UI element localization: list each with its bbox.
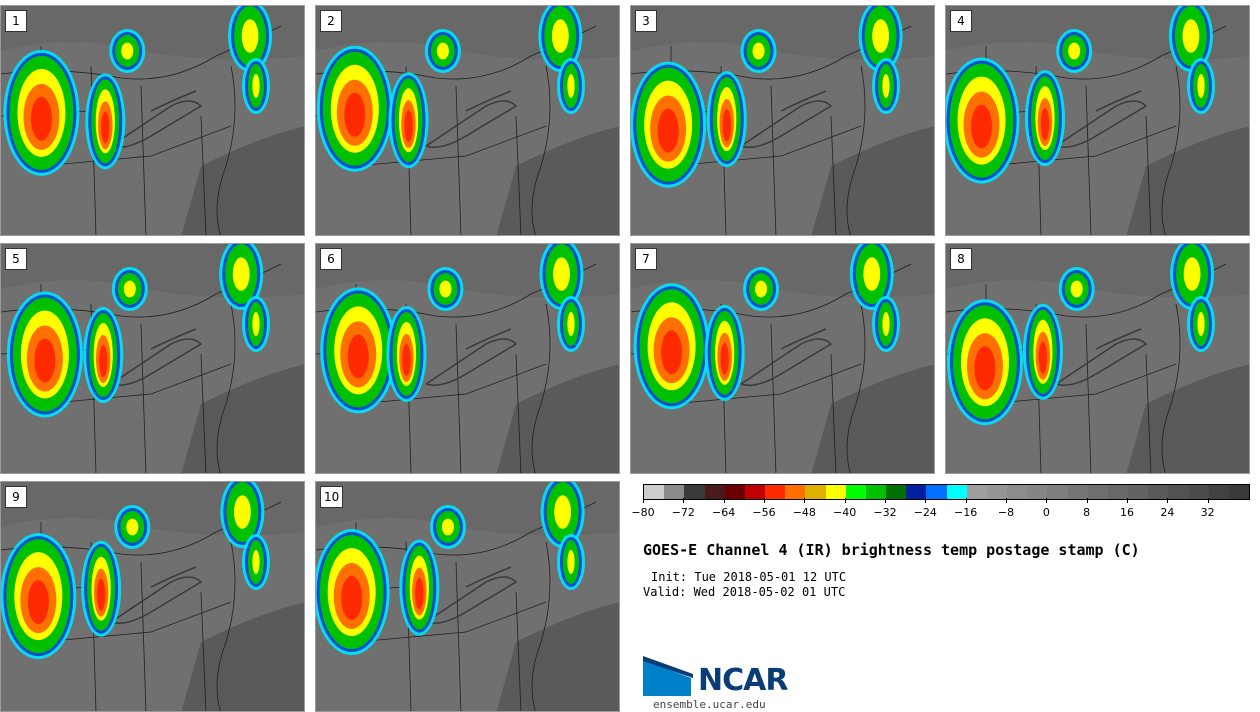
panel-number: 9 [5, 486, 27, 508]
colorbar-swatch [825, 485, 846, 499]
colorbar-swatch [1208, 485, 1229, 499]
panel-number: 5 [5, 248, 27, 270]
colorbar-swatch [724, 485, 745, 499]
colorbar-ticks: −80 −72 −64 −56 −48 −40 −32 −24 −16 −8 0 8 16 24 32 [631, 498, 1248, 520]
panel-number: 6 [320, 248, 342, 270]
colorbar-swatch [966, 485, 987, 499]
colorbar-tick [1127, 498, 1128, 503]
panel-number: 8 [950, 248, 972, 270]
colorbar-tick [683, 498, 685, 503]
colorbar-tick-label: −40 [833, 506, 857, 519]
colorbar-tick [723, 498, 725, 503]
colorbar-swatch [704, 485, 725, 499]
temperature-colorbar [643, 484, 1250, 500]
colorbar-tick [844, 498, 846, 503]
colorbar-tick [1006, 498, 1007, 503]
forecast-panel-4: 4 [945, 5, 1250, 236]
colorbar-swatch [765, 485, 786, 499]
panel-number: 1 [5, 10, 27, 32]
colorbar-tick [1086, 498, 1088, 503]
forecast-panel-10: 10 [315, 481, 620, 712]
colorbar-swatch [1087, 485, 1108, 499]
colorbar-swatch [1047, 485, 1068, 499]
ncar-logo-icon [643, 656, 693, 696]
colorbar-tick-label: −16 [954, 506, 978, 519]
colorbar-tick-label: −72 [671, 506, 695, 519]
colorbar-swatch [744, 485, 766, 499]
colorbar-swatch [1188, 485, 1209, 499]
panel-number: 10 [320, 486, 344, 508]
colorbar-tick-label: −24 [913, 506, 937, 519]
forecast-panel-9: 9 [0, 481, 305, 712]
colorbar-swatch [926, 485, 947, 499]
colorbar-swatch [785, 485, 806, 499]
colorbar-swatch [1107, 485, 1129, 499]
forecast-panel-2: 2 [315, 5, 620, 236]
colorbar-tick-label: 32 [1200, 506, 1215, 519]
colorbar-tick-label: 16 [1120, 506, 1134, 519]
colorbar-tick-label: 0 [1042, 506, 1050, 519]
chart-title: GOES-E Channel 4 (IR) brightness temp po… [643, 541, 1140, 559]
colorbar-swatch [1148, 485, 1169, 499]
colorbar-tick [1046, 498, 1048, 503]
colorbar-tick [925, 498, 927, 503]
panel-number: 3 [635, 10, 657, 32]
colorbar-tick-label: 24 [1160, 506, 1175, 519]
colorbar-swatch [865, 485, 887, 499]
colorbar-tick-label: −8 [997, 506, 1015, 519]
colorbar-tick-label: −64 [712, 506, 736, 519]
colorbar-swatch [684, 485, 705, 499]
forecast-panel-5: 5 [0, 243, 305, 474]
colorbar-tick-label: 8 [1083, 506, 1091, 519]
colorbar-swatch [664, 485, 685, 499]
colorbar-tick-label: −80 [631, 506, 655, 519]
site-url: ensemble.ucar.edu [653, 698, 766, 711]
colorbar-tick-label: −32 [873, 506, 897, 519]
colorbar-swatch [845, 485, 866, 499]
forecast-panel-6: 6 [315, 243, 620, 474]
forecast-panel-3: 3 [630, 5, 935, 236]
colorbar-swatch [1007, 485, 1028, 499]
colorbar-swatch [1228, 485, 1250, 499]
colorbar-swatch [986, 485, 1008, 499]
colorbar-tick [1207, 498, 1209, 503]
ncar-logo-text: NCAR [698, 663, 788, 698]
forecast-panel-1: 1 [0, 5, 305, 236]
colorbar-tick [965, 498, 967, 503]
colorbar-swatch [906, 485, 927, 499]
colorbar-swatch [1067, 485, 1088, 499]
colorbar-swatch [1027, 485, 1048, 499]
panel-number: 4 [950, 10, 972, 32]
panel-number: 7 [635, 248, 657, 270]
colorbar-swatch [805, 485, 826, 499]
init-time: Init: Tue 2018-05-01 12 UTC [651, 570, 847, 584]
colorbar-swatch [946, 485, 967, 499]
colorbar-swatch [644, 485, 665, 499]
colorbar-tick [1167, 498, 1169, 503]
colorbar-tick-label: −48 [792, 506, 816, 519]
valid-time: Valid: Wed 2018-05-02 01 UTC [643, 585, 846, 599]
forecast-panel-7: 7 [630, 243, 935, 474]
panel-number: 2 [320, 10, 342, 32]
colorbar-tick [804, 498, 806, 503]
colorbar-swatch [1168, 485, 1189, 499]
forecast-panel-8: 8 [945, 243, 1250, 474]
colorbar-swatch [886, 485, 907, 499]
colorbar-swatch [1128, 485, 1149, 499]
colorbar-tick-label: −56 [752, 506, 776, 519]
colorbar-tick [764, 498, 765, 503]
colorbar-tick [643, 498, 644, 503]
colorbar-tick [885, 498, 886, 503]
